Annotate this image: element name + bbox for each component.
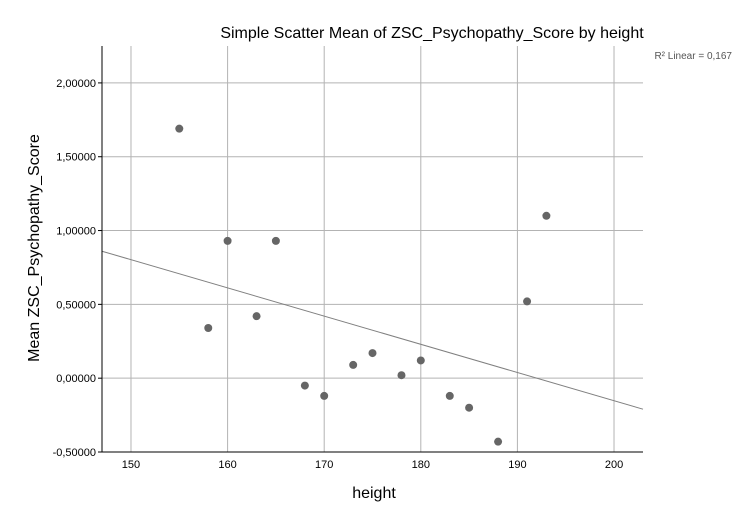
data-point — [320, 391, 329, 400]
x-axis-title: height — [352, 485, 396, 502]
data-point — [252, 312, 261, 321]
y-tick-label: 1,50000 — [56, 152, 96, 164]
data-points — [175, 124, 551, 446]
x-tick-label: 190 — [508, 459, 526, 471]
y-tick-label: 0,50000 — [56, 299, 96, 311]
chart-title: Simple Scatter Mean of ZSC_Psychopathy_S… — [220, 25, 644, 42]
y-axis-ticks: -0,50000 0,00000 0,50000 1,00000 1,50000 2,00… — [53, 78, 102, 459]
data-point — [416, 356, 425, 365]
data-point — [397, 371, 406, 380]
x-tick-label: 160 — [218, 459, 236, 471]
data-point — [349, 360, 358, 369]
y-tick-label: -0,50000 — [53, 447, 96, 459]
data-point — [445, 391, 454, 400]
y-axis-title: Mean ZSC_Psychopathy_Score — [26, 134, 43, 362]
y-tick-label: 0,00000 — [56, 373, 96, 385]
x-axis-ticks: 150 160 170 180 190 200 — [122, 459, 623, 471]
fit-line-label: R² Linear = 0,167 — [654, 51, 732, 62]
data-point — [300, 381, 309, 390]
linear-fit-line — [101, 250, 644, 410]
x-tick-label: 170 — [315, 459, 333, 471]
y-tick-label: 1,00000 — [56, 226, 96, 238]
fit-line-group — [101, 250, 644, 410]
x-tick-label: 200 — [605, 459, 623, 471]
y-tick-label: 2,00000 — [56, 78, 96, 90]
data-point — [271, 236, 280, 245]
x-tick-label: 150 — [122, 459, 140, 471]
data-point — [494, 437, 503, 446]
data-point — [542, 211, 551, 220]
data-point — [523, 297, 532, 306]
data-point — [368, 349, 377, 358]
data-point — [465, 403, 474, 412]
data-point — [223, 236, 232, 245]
axes — [101, 46, 643, 453]
x-tick-label: 180 — [412, 459, 430, 471]
data-point — [204, 323, 213, 332]
data-point — [175, 124, 184, 133]
grid-lines — [102, 46, 643, 453]
